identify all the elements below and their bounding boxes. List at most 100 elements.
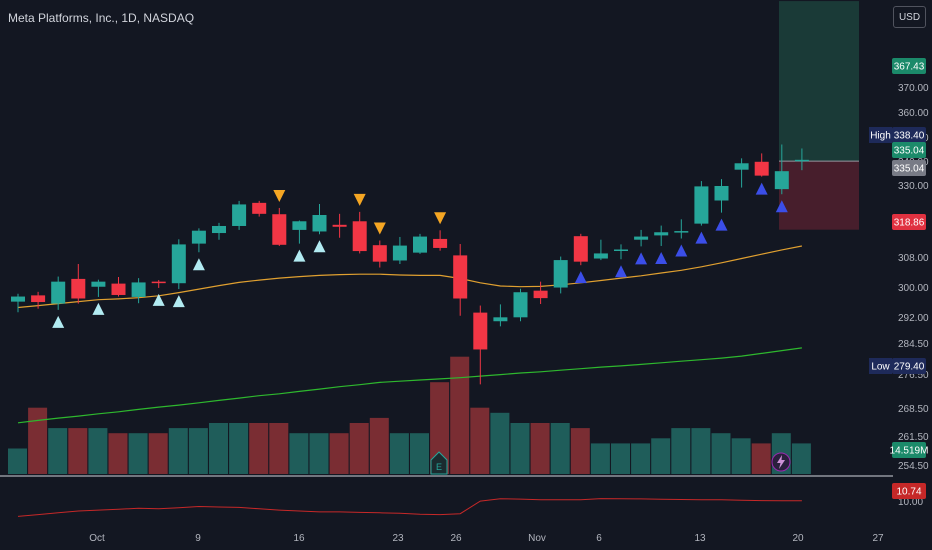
volume-bar [550, 423, 570, 474]
ma-fast-line [17, 245, 803, 309]
time-tick-label: 16 [293, 533, 305, 544]
time-tick-label: 13 [694, 533, 706, 544]
oscillator-badge-bg [892, 483, 926, 499]
target-price-badge-bg [892, 58, 926, 74]
volume-bar [148, 433, 168, 474]
price-tick-label: 254.50 [898, 461, 929, 472]
time-tick-label: 26 [450, 533, 462, 544]
high-value-badge-bg [892, 127, 926, 143]
candle-body [433, 238, 448, 248]
volume-bar [651, 438, 671, 474]
volume-bar [691, 428, 711, 474]
currency-button[interactable]: USD [893, 6, 926, 28]
volume-bar [490, 412, 510, 474]
candle-body [191, 230, 206, 244]
candle-body [513, 292, 528, 318]
volume-histogram [8, 356, 811, 474]
candlestick-series[interactable] [11, 144, 809, 385]
reward-zone [779, 1, 859, 162]
sell-signal-triangle [353, 193, 366, 206]
time-tick-label: 20 [792, 533, 804, 544]
price-badges: 367.43 High 338.40 335.04 335.04 318.86 Low 279… [869, 58, 928, 499]
volume-bar [88, 428, 108, 474]
stop-price-badge: 318.86 [894, 218, 925, 229]
buy-signal-triangle [192, 258, 205, 271]
price-tick-label: 268.50 [898, 404, 929, 415]
volume-bar [349, 423, 369, 474]
candle-body [533, 290, 548, 299]
candle-body [614, 249, 628, 252]
current-price-badge-2: 335.04 [894, 164, 925, 175]
candle-body [774, 171, 789, 190]
price-tick-label: 284.50 [898, 339, 929, 350]
time-tick-label: Nov [528, 533, 546, 544]
buy-signal-triangle [293, 249, 306, 262]
candle-body [573, 236, 588, 262]
price-tick-label: 261.50 [898, 432, 929, 443]
candle-body [312, 215, 327, 232]
buy-signal-triangle [755, 182, 768, 195]
candle-body [151, 281, 166, 284]
osc-tick-label: 10.00 [898, 497, 923, 508]
volume-bar [751, 443, 771, 474]
volume-bar [269, 423, 289, 474]
stop-price-badge-bg [892, 214, 926, 230]
volume-bar [309, 433, 329, 474]
candle-body [634, 236, 649, 240]
volume-bar [791, 443, 811, 474]
buy-signal-triangle [715, 218, 728, 231]
candle-body [794, 159, 809, 162]
moving-averages [17, 245, 803, 424]
risk-zone [779, 161, 859, 230]
earnings-icon[interactable]: E [430, 451, 448, 475]
candle-body [111, 283, 126, 295]
volume-bar [8, 448, 27, 474]
candle-body [91, 281, 106, 287]
candle-body [734, 163, 749, 170]
volume-bar [168, 428, 188, 474]
volume-bar [410, 433, 429, 474]
candle-body [131, 282, 146, 297]
volume-bar [209, 423, 228, 474]
event-markers[interactable]: E [430, 451, 791, 475]
dividend-lightning-icon[interactable] [771, 452, 791, 472]
buy-signal-triangle [675, 244, 688, 257]
buy-signal-triangle [695, 231, 708, 244]
position-tool[interactable] [779, 1, 859, 230]
buy-signal-triangle [152, 293, 165, 306]
candle-body [51, 281, 66, 304]
candle-body [31, 295, 46, 303]
candle-body [392, 245, 407, 261]
candle-body [714, 186, 729, 201]
oscillator-pane [17, 498, 802, 517]
sell-signal-triangle [373, 222, 386, 235]
current-price-badge: 335.04 [894, 146, 925, 157]
ma-slow-line [17, 347, 802, 424]
high-label: High [870, 131, 891, 142]
svg-text:E: E [436, 462, 442, 472]
volume-bar [329, 433, 349, 474]
low-value-badge: 279.40 [894, 362, 925, 373]
volume-bar [631, 443, 651, 474]
price-tick-label: 308.00 [898, 253, 929, 264]
volume-bar [430, 382, 450, 474]
volume-bar [289, 433, 309, 474]
sell-signal-triangle [434, 212, 447, 225]
volume-bar [590, 443, 610, 474]
volume-bar [470, 407, 490, 474]
price-tick-label: 360.00 [898, 108, 929, 119]
buy-signal-triangle [172, 295, 185, 308]
candle-body [553, 260, 568, 288]
time-axis[interactable]: Oct 9 16 23 26 Nov 6 13 20 27 [89, 533, 884, 544]
candle-body [171, 244, 186, 284]
volume-bar [611, 443, 630, 474]
candle-body [332, 224, 347, 227]
time-tick-label: 23 [392, 533, 404, 544]
candle-body [272, 214, 287, 245]
candle-body [11, 296, 25, 302]
buy-signal-triangle [313, 240, 326, 253]
symbol-title[interactable]: Meta Platforms, Inc., 1D, NASDAQ [8, 11, 195, 25]
volume-bar [108, 433, 128, 474]
volume-bar [188, 428, 208, 474]
